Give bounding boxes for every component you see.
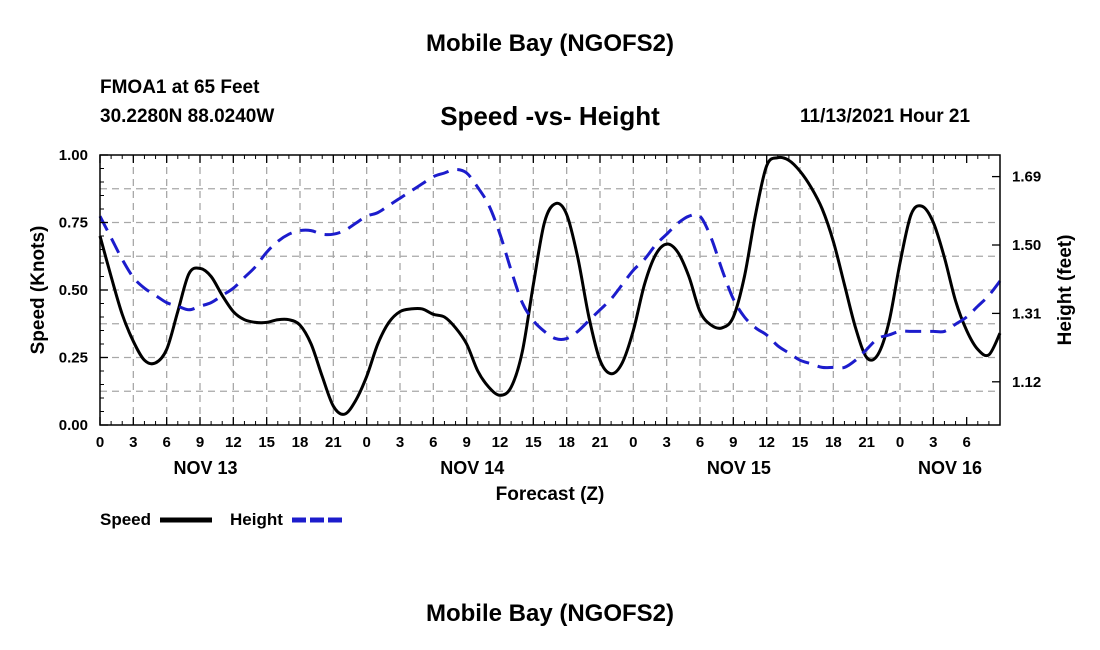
day-label: NOV 15: [707, 458, 771, 478]
x-tick-label: 6: [429, 434, 437, 451]
x-tick-label: 12: [225, 434, 242, 451]
x-tick-label: 15: [792, 434, 809, 451]
x-tick-label: 3: [129, 434, 137, 451]
forecast-datetime: 11/13/2021 Hour 21: [800, 106, 971, 127]
y-left-tick-label: 0.75: [59, 215, 88, 232]
x-tick-label: 9: [462, 434, 470, 451]
x-tick-label: 21: [858, 434, 875, 451]
series-lines: [98, 155, 1002, 416]
x-tick-label: 0: [896, 434, 904, 451]
footer-title: Mobile Bay (NGOFS2): [425, 600, 675, 627]
y-right-tick-label: 1.31: [1012, 305, 1041, 322]
y-left-tick-label: 0.25: [59, 350, 88, 367]
y-right-tick-label: 1.69: [1012, 169, 1041, 186]
x-tick-label: 18: [292, 434, 309, 451]
x-tick-label: 3: [662, 434, 670, 451]
legend: Speed Height: [100, 510, 343, 529]
x-tick-label: 15: [525, 434, 542, 451]
series-line-height: [98, 167, 1002, 370]
x-tick-label: 0: [629, 434, 637, 451]
x-axis-label: Forecast (Z): [496, 484, 605, 505]
x-tick-label: 6: [696, 434, 704, 451]
x-tick-label: 18: [825, 434, 842, 451]
y-left-tick-label: 0.50: [59, 282, 88, 299]
axes: 0 3 6 9 12 15 18 21 0 3 6 9 12 15 18 21 0 3 6 9 12 15 18 21 0 3 6 0…: [59, 147, 1041, 478]
day-label: NOV 13: [174, 458, 238, 478]
day-label: NOV 16: [918, 458, 982, 478]
station-coordinates: 30.2280N 88.0240W: [100, 106, 275, 127]
x-tick-label: 0: [362, 434, 370, 451]
day-label: NOV 14: [440, 458, 504, 478]
x-tick-label: 21: [592, 434, 609, 451]
series-line-speed: [98, 155, 1002, 416]
chart-subtitle: Speed -vs- Height: [440, 101, 660, 131]
legend-label-height: Height: [230, 510, 283, 529]
x-tick-label: 6: [962, 434, 970, 451]
x-tick-label: 15: [258, 434, 275, 451]
y-right-tick-label: 1.50: [1012, 237, 1041, 254]
x-tick-label: 9: [729, 434, 737, 451]
chart-main-title: Mobile Bay (NGOFS2): [425, 30, 675, 57]
x-tick-label: 12: [758, 434, 775, 451]
x-tick-label: 21: [325, 434, 342, 451]
x-tick-label: 6: [162, 434, 170, 451]
grid-lines: [100, 155, 1000, 425]
x-tick-label: 9: [196, 434, 204, 451]
y-axis-left-label: Speed (Knots): [28, 226, 49, 355]
x-tick-label: 0: [96, 434, 104, 451]
y-left-tick-label: 1.00: [59, 147, 88, 164]
x-tick-label: 12: [492, 434, 509, 451]
x-tick-label: 3: [396, 434, 404, 451]
x-tick-label: 3: [929, 434, 937, 451]
station-label: FMOA1 at 65 Feet: [100, 77, 260, 98]
y-right-tick-label: 1.12: [1012, 374, 1041, 391]
x-tick-label: 18: [558, 434, 575, 451]
y-axis-right-label: Height (feet): [1055, 235, 1076, 346]
y-left-tick-label: 0.00: [59, 417, 88, 434]
legend-label-speed: Speed: [100, 510, 151, 529]
